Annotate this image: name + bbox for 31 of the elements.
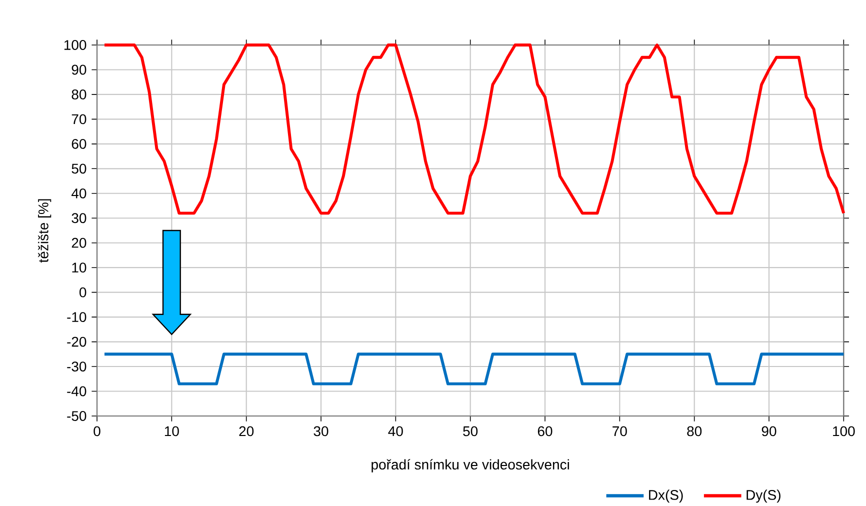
x-tick-label: 100 bbox=[833, 426, 855, 436]
x-tick-label: 40 bbox=[388, 426, 403, 436]
y-tick-label: -40 bbox=[67, 386, 86, 396]
y-tick-label: 90 bbox=[72, 64, 86, 75]
y-axis-title: těžište [%] bbox=[38, 199, 52, 263]
x-tick-label: 10 bbox=[164, 426, 179, 436]
x-tick-label: 20 bbox=[239, 426, 254, 436]
y-tick-label: 50 bbox=[72, 164, 86, 174]
y-tick-label: 80 bbox=[72, 90, 86, 100]
y-tick-label: -50 bbox=[67, 411, 86, 421]
x-tick-label: 80 bbox=[687, 426, 702, 436]
y-tick-label: 20 bbox=[72, 238, 86, 248]
y-tick-label: 60 bbox=[72, 138, 86, 149]
x-tick-label: 30 bbox=[314, 426, 328, 436]
y-tick-label: -30 bbox=[67, 362, 86, 372]
x-axis-title: pořadí snímku ve videosekvenci bbox=[372, 459, 569, 472]
y-tick-label: -10 bbox=[67, 312, 86, 322]
x-tick-label: 50 bbox=[463, 426, 478, 436]
y-tick-label: 100 bbox=[64, 40, 86, 50]
y-tick-label: 0 bbox=[80, 287, 86, 298]
x-tick-label: 70 bbox=[612, 426, 627, 436]
y-tick-label: 30 bbox=[72, 213, 86, 224]
legend-label: Dy(S) bbox=[746, 490, 780, 503]
y-tick-label: 40 bbox=[71, 188, 86, 198]
y-tick-label: 70 bbox=[72, 114, 86, 124]
x-tick-label: 0 bbox=[94, 426, 100, 436]
legend-label: Dx(S) bbox=[649, 490, 683, 503]
x-tick-label: 90 bbox=[762, 426, 776, 436]
x-tick-label: 60 bbox=[538, 426, 552, 436]
y-tick-label: 10 bbox=[72, 262, 86, 273]
y-tick-label: -20 bbox=[67, 336, 86, 347]
